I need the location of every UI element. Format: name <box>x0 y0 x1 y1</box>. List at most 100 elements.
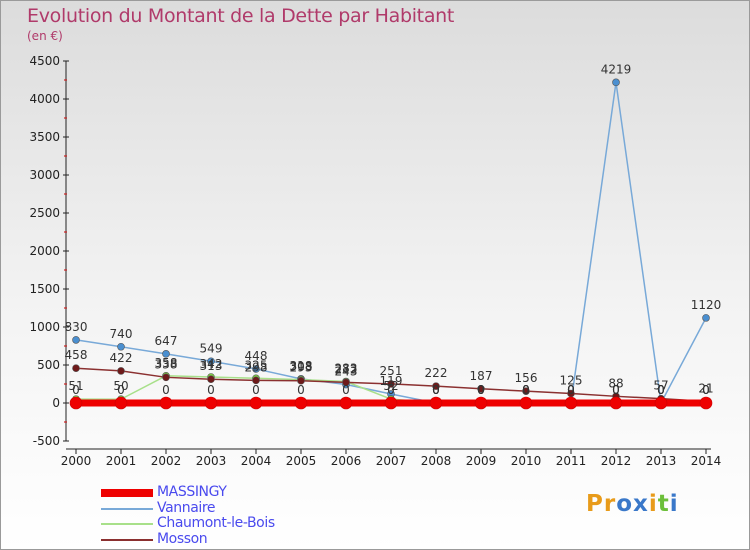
data-label: 0 <box>477 383 485 397</box>
data-label: 222 <box>425 366 448 380</box>
data-label: 50 <box>113 379 128 393</box>
data-point <box>117 367 125 375</box>
data-label: 313 <box>200 359 223 373</box>
x-tick-label: 2006 <box>331 454 362 468</box>
legend-label: MASSINGY <box>157 484 227 500</box>
chart-subtitle: (en €) <box>27 29 63 43</box>
data-label: 0 <box>657 383 665 397</box>
data-label: 0 <box>522 383 530 397</box>
data-label: 0 <box>432 383 440 397</box>
data-label: 0 <box>612 383 620 397</box>
data-label: 647 <box>155 334 178 348</box>
data-label: 52 <box>383 379 398 393</box>
x-tick-label: 2012 <box>601 454 632 468</box>
logo-letter: i <box>669 491 679 517</box>
data-label: 0 <box>522 383 530 397</box>
data-label: 0 <box>522 383 530 397</box>
data-label: 4219 <box>601 62 632 76</box>
logo-letter: i <box>648 491 658 517</box>
data-point <box>342 378 350 387</box>
data-point <box>297 376 305 385</box>
x-tick-label: 2011 <box>556 454 587 468</box>
data-point <box>609 396 623 410</box>
logo-letter: r <box>603 491 617 517</box>
data-label: 156 <box>515 371 538 385</box>
data-label: 308 <box>290 360 313 374</box>
data-point <box>699 396 713 410</box>
legend-swatch <box>101 523 153 525</box>
data-label: 0 <box>567 383 575 397</box>
legend-swatch <box>101 507 153 510</box>
data-label: 293 <box>290 361 313 375</box>
x-tick-label: 2010 <box>511 454 542 468</box>
logo-letter: P <box>586 491 604 517</box>
x-tick-label: 2004 <box>241 454 272 468</box>
data-point <box>117 342 125 351</box>
data-point <box>294 396 308 410</box>
chart-title: Evolution du Montant de la Dette par Hab… <box>27 5 455 27</box>
data-point <box>702 314 710 322</box>
data-point <box>522 387 530 395</box>
data-label: 0 <box>432 383 440 397</box>
data-point <box>564 396 578 410</box>
data-point <box>249 396 263 410</box>
data-point <box>162 373 170 382</box>
x-tick-label: 2005 <box>286 454 317 468</box>
data-label: 342 <box>200 357 223 371</box>
data-label: 51 <box>68 379 83 393</box>
data-point <box>519 396 533 410</box>
data-point <box>72 336 80 344</box>
y-tick-label: 2000 <box>29 244 60 258</box>
data-point <box>384 396 398 410</box>
data-point <box>114 396 128 410</box>
data-label: 422 <box>110 351 133 365</box>
data-label: 0 <box>252 383 260 397</box>
y-tick-label: 2500 <box>29 206 60 220</box>
data-point <box>654 396 668 410</box>
x-tick-label: 2013 <box>646 454 677 468</box>
data-label: 21 <box>698 381 713 395</box>
data-point <box>477 384 485 393</box>
proxiti-logo: Proxiti <box>586 491 679 517</box>
data-label: 298 <box>245 360 268 374</box>
data-label: 0 <box>477 383 485 397</box>
data-label: 251 <box>380 364 403 378</box>
data-label: 325 <box>245 358 268 372</box>
y-tick-label: 0 <box>52 396 60 410</box>
data-label: 458 <box>65 348 88 362</box>
legend-label: Mosson <box>157 530 208 547</box>
data-label: 57 <box>653 379 668 393</box>
legend-label: Vannaire <box>157 499 216 516</box>
data-label: 187 <box>470 369 493 383</box>
x-tick-label: 2001 <box>106 454 137 468</box>
data-point <box>432 382 440 390</box>
data-point <box>72 364 80 372</box>
data-point <box>387 380 395 388</box>
data-point <box>207 357 215 366</box>
data-label: 0 <box>702 383 710 397</box>
x-tick-label: 2008 <box>421 454 452 468</box>
data-label: 0 <box>387 383 395 397</box>
y-tick-label: -500 <box>33 434 60 448</box>
logo-letter: t <box>657 491 670 517</box>
data-label: 272 <box>335 362 358 376</box>
y-tick-label: 3500 <box>29 130 60 144</box>
data-point <box>252 376 260 385</box>
y-tick-label: 1500 <box>29 282 60 296</box>
data-point <box>69 396 83 410</box>
x-tick-label: 2003 <box>196 454 227 468</box>
series-group <box>69 78 713 410</box>
data-label: 125 <box>560 374 583 388</box>
y-tick-label: 500 <box>37 358 60 372</box>
data-label: 0 <box>207 383 215 397</box>
y-tick-label: 4500 <box>29 54 60 68</box>
tick-labels: -500050010001500200025003000350040004500… <box>29 54 721 468</box>
x-tick-label: 2002 <box>151 454 182 468</box>
data-label: 0 <box>567 383 575 397</box>
data-point <box>159 396 173 410</box>
data-label: 448 <box>245 349 268 363</box>
data-label: 0 <box>657 383 665 397</box>
legend-swatch <box>101 538 153 541</box>
